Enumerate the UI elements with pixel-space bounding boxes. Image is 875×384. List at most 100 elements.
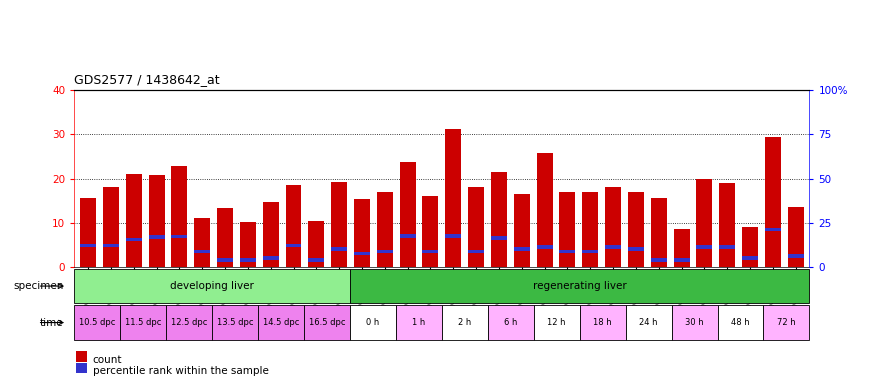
Bar [217,208,233,267]
Bar [74,305,121,340]
Bar [742,256,758,260]
Bar [536,245,553,249]
Bar [651,199,667,267]
Bar [331,247,347,251]
Bar [400,234,416,238]
Bar [126,238,142,241]
Bar [80,198,96,267]
Bar [423,250,438,253]
Bar [213,305,258,340]
Bar [240,258,256,262]
Bar [194,250,210,253]
Bar [765,228,780,231]
Bar [696,245,712,249]
Text: developing liver: developing liver [171,281,254,291]
Text: 0 h: 0 h [367,318,380,327]
Bar [559,250,576,253]
Text: 16.5 dpc: 16.5 dpc [309,318,346,327]
Bar [121,305,166,340]
Bar [331,182,347,267]
Bar [172,166,187,267]
Bar [468,187,484,267]
Bar [445,234,461,238]
Text: 24 h: 24 h [640,318,658,327]
Bar [285,244,302,247]
Bar [354,252,370,255]
Text: specimen: specimen [13,281,63,291]
Text: 12.5 dpc: 12.5 dpc [171,318,207,327]
Bar [194,218,210,267]
Bar [258,305,304,340]
Bar [559,192,576,267]
Bar [672,305,718,340]
Bar [103,244,119,247]
Text: count: count [93,355,123,365]
Text: 10.5 dpc: 10.5 dpc [79,318,116,327]
Text: 72 h: 72 h [777,318,795,327]
Text: 12 h: 12 h [548,318,566,327]
Bar [354,199,370,267]
Bar [423,196,438,267]
Bar [718,305,763,340]
Text: percentile rank within the sample: percentile rank within the sample [93,366,269,376]
Bar [534,305,580,340]
Bar [674,258,690,262]
Text: 14.5 dpc: 14.5 dpc [262,318,299,327]
Text: 30 h: 30 h [685,318,704,327]
Bar [377,250,393,253]
Bar [217,258,233,262]
Bar [126,174,142,267]
Bar [396,305,442,340]
Bar [514,247,529,251]
Bar [514,194,529,267]
Bar [628,192,644,267]
Text: regenerating liver: regenerating liver [533,281,626,291]
Text: time: time [39,318,63,328]
Text: 18 h: 18 h [593,318,612,327]
Bar [350,269,809,303]
Bar [491,172,507,267]
Bar [626,305,672,340]
Bar [606,187,621,267]
Bar [308,222,325,267]
Bar [285,185,302,267]
Bar [719,245,735,249]
Bar [350,305,396,340]
Bar [696,179,712,267]
Text: GDS2577 / 1438642_at: GDS2577 / 1438642_at [74,73,220,86]
Bar [262,202,278,267]
Bar [377,192,393,267]
Bar [262,256,278,260]
Bar [491,237,507,240]
Bar [582,192,598,267]
Bar [651,258,667,262]
Text: 13.5 dpc: 13.5 dpc [217,318,254,327]
Text: 2 h: 2 h [458,318,472,327]
Bar [400,162,416,267]
Text: 48 h: 48 h [732,318,750,327]
Bar [445,129,461,267]
Bar [788,254,803,258]
Bar [149,175,164,267]
Bar [763,305,809,340]
Bar [788,207,803,267]
Bar [240,222,256,267]
Bar [442,305,488,340]
Bar [103,187,119,267]
Bar [308,258,325,262]
Bar [742,227,758,267]
Bar [172,235,187,238]
Bar [468,250,484,253]
Bar [536,153,553,267]
Text: 1 h: 1 h [412,318,425,327]
Bar [582,250,598,253]
Bar [304,305,350,340]
Text: 6 h: 6 h [504,318,517,327]
Bar [580,305,626,340]
Bar [606,245,621,249]
Bar [488,305,534,340]
Bar [719,183,735,267]
Bar [628,247,644,251]
Bar [674,229,690,267]
Bar [149,235,164,238]
